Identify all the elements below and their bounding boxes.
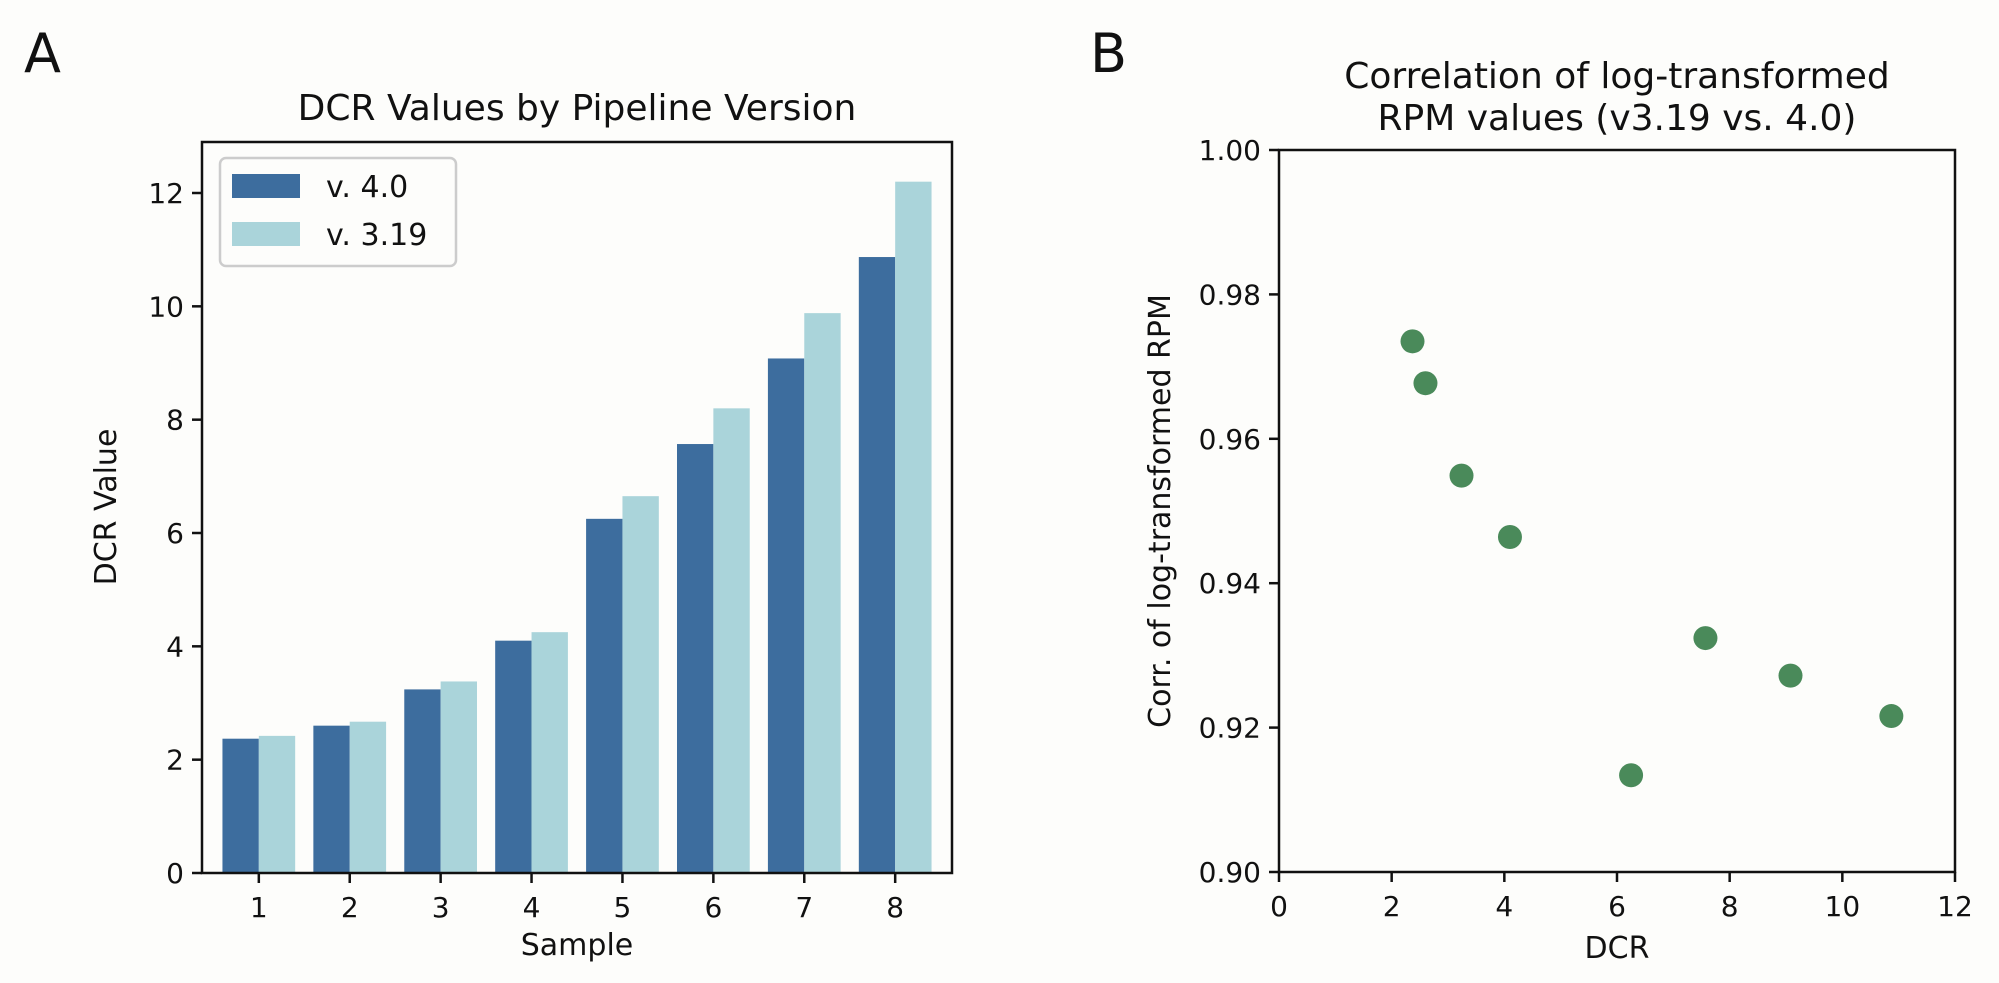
legend-swatch-v319 xyxy=(232,222,300,246)
bar-marks xyxy=(222,181,932,874)
y-tick-label: 0.94 xyxy=(1199,567,1261,600)
scatter-title-line-2: RPM values (v3.19 vs. 4.0) xyxy=(1378,98,1857,139)
scatter-point-8 xyxy=(1879,704,1904,729)
scatter-plot-frame xyxy=(1277,148,1957,874)
panel-letter-a: A xyxy=(24,22,61,85)
bar-v319-sample-2 xyxy=(349,721,387,873)
scatter-y-axis-label: Corr. of log-transformed RPM xyxy=(1143,294,1178,728)
bar-plot-frame xyxy=(200,140,954,875)
scatter-point-3 xyxy=(1449,463,1474,488)
x-tick-label: 4 xyxy=(523,891,541,924)
bar-v4-sample-4 xyxy=(495,640,532,873)
bar-v319-sample-5 xyxy=(622,496,659,873)
x-tick-label: 7 xyxy=(795,891,813,924)
x-tick-label: 2 xyxy=(341,891,359,924)
bar-v4-sample-5 xyxy=(586,518,623,873)
y-tick-label: 8 xyxy=(166,404,184,437)
bar-x-axis-label: Sample xyxy=(521,928,634,963)
panel-letter-b: B xyxy=(1090,22,1127,85)
x-tick-label: 0 xyxy=(1270,890,1288,923)
y-tick-label: 0 xyxy=(166,857,184,890)
scatter-title-line-1: Correlation of log-transformed xyxy=(1344,56,1889,97)
bar-x-ticks: 1 2 3 4 5 6 7 8 xyxy=(250,873,904,924)
x-tick-label: 3 xyxy=(432,891,450,924)
scatter-point-2 xyxy=(1413,371,1438,396)
x-tick-label: 2 xyxy=(1383,890,1401,923)
scatter-x-ticks: 0 2 4 6 8 10 12 xyxy=(1270,872,1973,923)
x-tick-label: 8 xyxy=(1721,890,1739,923)
bar-v4-sample-7 xyxy=(767,358,805,873)
scatter-chart-panel: Correlation of log-transformed RPM value… xyxy=(1143,56,1973,966)
scatter-plot-background xyxy=(1279,150,1955,872)
y-tick-label: 1.00 xyxy=(1199,134,1261,167)
bar-v4-sample-2 xyxy=(313,725,350,873)
bar-v319-sample-8 xyxy=(895,181,932,873)
bar-y-axis-label: DCR Value xyxy=(89,429,124,586)
bar-v319-sample-1 xyxy=(258,735,296,873)
x-tick-label: 1 xyxy=(250,891,268,924)
legend-label-v319: v. 3.19 xyxy=(326,218,427,253)
scatter-x-axis-label: DCR xyxy=(1585,931,1650,966)
x-tick-label: 12 xyxy=(1937,890,1973,923)
x-tick-label: 5 xyxy=(614,891,632,924)
y-tick-label: 0.90 xyxy=(1199,856,1261,889)
y-tick-label: 4 xyxy=(166,630,184,663)
y-tick-label: 2 xyxy=(166,744,184,777)
scatter-point-6 xyxy=(1693,626,1718,651)
scatter-point-4 xyxy=(1497,524,1522,549)
y-tick-label: 0.96 xyxy=(1199,423,1261,456)
scatter-y-ticks: 0.90 0.92 0.94 0.96 0.98 1.00 xyxy=(1199,134,1279,889)
y-tick-label: 0.98 xyxy=(1199,278,1261,311)
bar-v319-sample-3 xyxy=(440,681,477,873)
scatter-point-7 xyxy=(1778,663,1803,688)
x-tick-label: 6 xyxy=(704,891,722,924)
bar-v319-sample-6 xyxy=(713,408,750,873)
legend-label-v4: v. 4.0 xyxy=(326,170,408,205)
bar-v319-sample-4 xyxy=(531,632,568,873)
bar-chart-panel: DCR Values by Pipeline Version 024681012… xyxy=(89,88,954,963)
y-tick-label: 6 xyxy=(166,517,184,550)
scatter-marks xyxy=(1400,329,1904,788)
x-tick-label: 8 xyxy=(886,891,904,924)
bar-v4-sample-1 xyxy=(222,738,259,873)
scatter-point-1 xyxy=(1400,329,1425,354)
bar-v4-sample-6 xyxy=(677,444,714,873)
bar-legend: v. 4.0 v. 3.19 xyxy=(218,156,458,268)
bar-chart-title: DCR Values by Pipeline Version xyxy=(298,88,857,129)
x-tick-label: 10 xyxy=(1825,890,1861,923)
y-tick-label: 0.92 xyxy=(1199,712,1261,745)
bar-v319-sample-7 xyxy=(804,313,841,874)
y-tick-label: 10 xyxy=(148,290,184,323)
y-tick-label: 12 xyxy=(148,177,184,210)
x-tick-label: 4 xyxy=(1495,890,1513,923)
bar-y-ticks: 0 2 4 6 8 10 12 xyxy=(148,177,202,890)
legend-swatch-v4 xyxy=(232,174,300,198)
bar-v4-sample-3 xyxy=(404,689,441,873)
bar-v4-sample-8 xyxy=(858,257,896,873)
x-tick-label: 6 xyxy=(1608,890,1626,923)
scatter-point-5 xyxy=(1619,763,1644,788)
